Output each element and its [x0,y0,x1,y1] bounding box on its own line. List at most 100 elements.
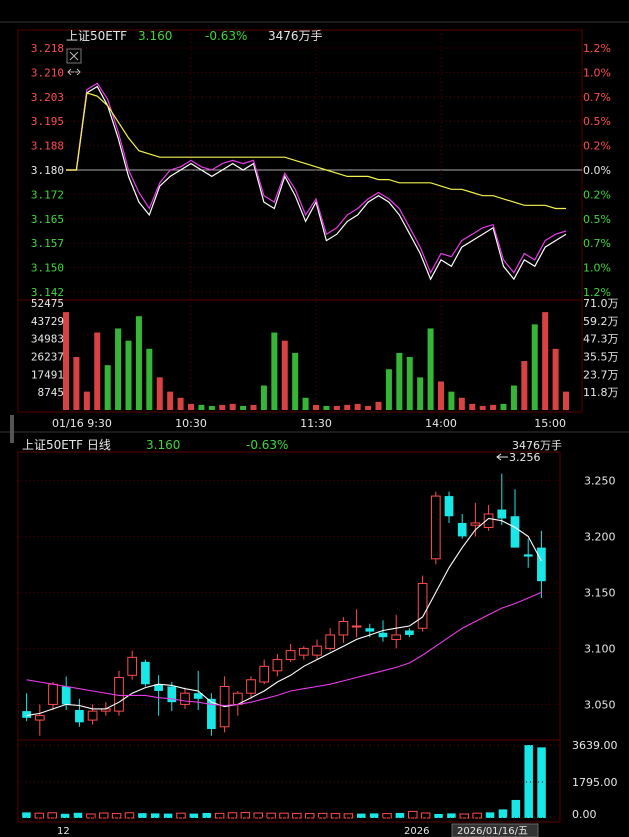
intraday-volume-bar [177,397,184,410]
high-marker: 3.256 [496,451,541,464]
date-box-label: 2026/01/16/五 [457,826,528,837]
intraday-volume-bar [73,356,80,410]
percent-tick-label: 0.7% [583,237,611,250]
daily-price-tick-label: 3.250 [584,474,616,487]
time-tick-label: 15:00 [534,417,566,430]
intraday-volume-bar [260,385,267,410]
candle-body-down [523,554,533,557]
price-tick-label: 3.142 [31,286,64,299]
intraday-price: 3.160 [138,29,172,43]
volume-tick-label-right: 23.7万 [583,368,619,381]
candle-body-up [417,582,428,629]
intraday-volume-bar [146,348,153,410]
intraday-volume-bar [344,404,351,410]
candle-body-up [48,683,58,705]
daily-volume-bar-up [214,812,225,819]
date-box [451,823,539,837]
candle-body-up [285,650,296,661]
candle-body-up [470,522,481,526]
percent-tick-label: 1.0% [583,66,611,79]
intraday-volume-bar [552,348,559,410]
candle-body-down [444,496,454,517]
daily-volume-tick-label: 0.00 [572,808,597,821]
price-tick-label: 3.195 [31,115,64,128]
intraday-volume-bar [396,352,403,410]
candle-body-down [154,684,163,691]
daily-volume-bar-up [124,812,135,819]
daily-volume-bar-down [395,812,405,818]
candle-body-up [338,621,349,636]
candle-body-up [351,625,362,628]
price-tick-label: 3.188 [31,140,64,153]
daily-volume-bar-up [382,813,392,819]
daily-volume-bar-up [176,812,186,819]
daily-volume: 3476万手 [512,438,562,452]
daily-volume-bar-up [227,812,238,819]
ma-long-line [26,591,542,707]
intraday-volume-bar [490,404,497,410]
percent-tick-label: 0.5% [583,115,611,128]
percent-tick-label: 1.2% [583,286,611,299]
daily-volume-bar-down [524,745,533,818]
daily-volume-bar-up [330,813,341,819]
daily-volume-bar-up [47,812,57,819]
intraday-volume-bar [542,312,549,410]
candle-body-up [298,647,309,656]
daily-volume-tick-label: 3639.00 [572,739,618,752]
candle-body-up [483,513,494,528]
panel-handle[interactable] [10,415,14,443]
intraday-volume-bar [469,403,476,410]
daily-volume-bar-down [537,747,546,818]
daily-candles [22,473,546,736]
daily-volume-bar-up [459,813,470,819]
intraday-volume-bar [479,405,486,410]
daily-volume-tick-label: 1795.00 [572,776,618,789]
candle-body-up [312,645,322,656]
intraday-volume-bar [333,405,340,410]
candle-body-down [167,686,177,703]
intraday-header: 上证50ETF 3.160 -0.63% 3476万手 [66,29,323,43]
volume-tick-label-right: 11.8万 [583,386,619,399]
close-icon[interactable] [66,48,82,64]
volume-tick-label-right: 59.2万 [583,315,619,328]
intraday-series [66,82,567,281]
intraday-volume-bar [292,352,299,410]
candle-body-up [391,634,402,640]
daily-volume-bar-up [279,812,289,819]
intraday-time-axis: 01/16 9:30 10:30 11:30 14:00 15:00 [52,417,566,430]
candle-body-up [127,656,138,676]
intraday-volume-bar [438,381,444,410]
daily-price-axis: 3.250 3.200 3.150 3.100 3.050 [584,474,616,711]
intraday-price-axis: 3.218 3.210 3.203 3.195 3.188 3.180 3.172 3.165… [31,42,64,299]
daily-volume-bar-up [34,812,45,819]
percent-tick-label: 0.2% [583,140,611,153]
time-tick-label: 10:30 [175,417,207,430]
candle-body-down [510,516,520,548]
intraday-volume-axis: 52475 43729 34983 26237 17491 8745 71.0万 59.2万 4… [31,297,619,399]
intraday-gridlines [66,30,582,412]
intraday-volume-bar [125,340,132,410]
intraday-volume-bar [188,403,194,410]
volume-tick-label-right: 35.5万 [583,351,619,364]
intraday-volume-bar [104,365,111,410]
daily-volume-bar-up [472,812,482,819]
volume-tick-label: 34983 [31,333,64,346]
intraday-volume-bar [323,405,330,410]
high-marker-label: 3.256 [509,451,541,464]
daily-volume-axis: 3639.00 1795.00 0.00 [18,739,618,821]
candle-body-down [75,710,84,723]
intraday-percent-axis: 1.2% 1.0% 0.7% 0.5% 0.2% 0.0% 0.2% 0.5% 0.7% 1.0%… [583,42,611,299]
candle-body-up [114,677,124,712]
intraday-volume-bar [531,324,538,410]
ma-short-line [26,517,542,717]
intraday-volume-bar [417,377,424,410]
intraday-volume-bar [135,316,142,410]
daily-volume-bar-up [317,812,328,819]
daily-volume-bar-up [266,812,276,819]
candle-body-down [207,698,216,730]
volume-tick-label-right: 47.3万 [583,333,619,346]
intraday-volume-bar [406,356,413,410]
price-tick-label: 3.165 [31,213,64,226]
volume-tick-label-right: 71.0万 [583,297,619,310]
time-tick-label: 14:00 [425,417,457,430]
